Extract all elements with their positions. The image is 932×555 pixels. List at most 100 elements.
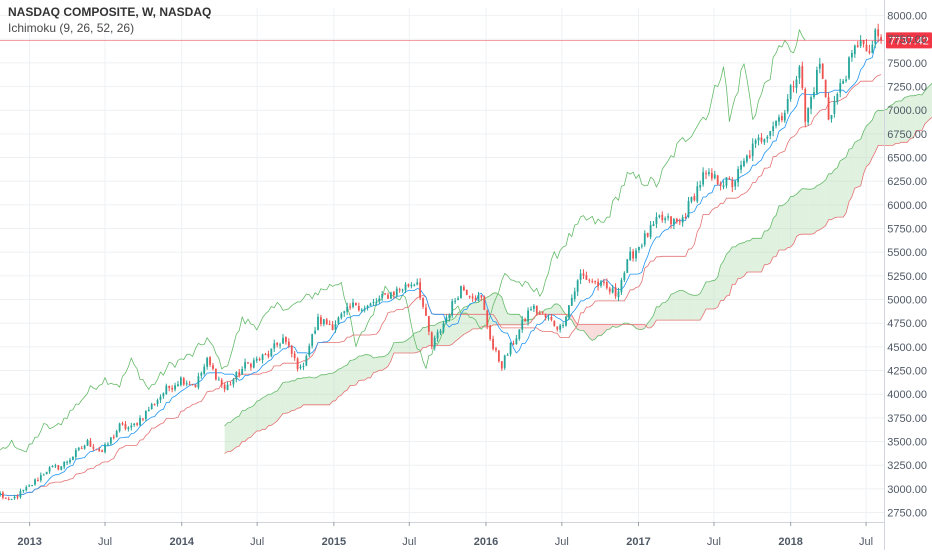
cloud-segment xyxy=(749,238,753,273)
candle-body xyxy=(83,445,86,449)
candle xyxy=(320,314,322,327)
candle-body xyxy=(862,39,865,45)
cloud-segment xyxy=(548,307,552,315)
candle-body xyxy=(468,295,471,297)
cloud-segment xyxy=(280,382,283,418)
candle xyxy=(194,384,197,388)
candle xyxy=(617,287,620,302)
cloud-segment xyxy=(711,280,715,309)
candle-body xyxy=(585,275,588,280)
candle xyxy=(381,291,384,302)
x-tick-label: 2017 xyxy=(626,536,650,548)
candle xyxy=(107,442,109,447)
candle xyxy=(92,443,95,452)
candle-body xyxy=(836,93,839,103)
cloud-segment xyxy=(720,261,724,301)
candle xyxy=(174,382,176,392)
cloud-segment xyxy=(685,291,689,321)
candle-body xyxy=(740,164,742,170)
candle-body xyxy=(629,251,632,261)
candle xyxy=(638,246,640,254)
candle-body xyxy=(346,306,349,312)
candle-body xyxy=(527,310,529,322)
candle-body xyxy=(162,393,165,397)
candle xyxy=(384,293,387,295)
candle xyxy=(305,354,308,367)
y-tick-label: 3750.00 xyxy=(887,413,927,425)
cloud-segment xyxy=(589,324,593,341)
candle-body xyxy=(471,296,474,299)
candle xyxy=(605,278,608,290)
candle-body xyxy=(594,281,597,283)
candle-body xyxy=(31,485,33,487)
candle xyxy=(48,466,51,474)
candle xyxy=(191,384,194,386)
candle-body xyxy=(827,97,830,120)
candle xyxy=(477,291,480,302)
candle-body xyxy=(462,286,465,291)
candle xyxy=(232,377,235,388)
cloud-segment xyxy=(323,374,327,405)
y-tick-label: 4000.00 xyxy=(887,389,927,401)
candle xyxy=(824,79,827,98)
cloud-segment xyxy=(560,305,564,315)
candle-body xyxy=(614,287,617,297)
candle xyxy=(366,304,369,311)
cloud-segment xyxy=(373,357,377,373)
candle xyxy=(249,362,252,371)
candle-body xyxy=(209,357,211,365)
candle-body xyxy=(880,37,882,41)
candle xyxy=(565,316,567,327)
candle-body xyxy=(483,296,486,310)
candle xyxy=(226,381,229,391)
candle-body xyxy=(620,280,623,293)
cloud-segment xyxy=(787,196,791,248)
candle-body xyxy=(565,316,567,326)
cloud-segment xyxy=(840,159,844,218)
candle-body xyxy=(410,284,413,287)
candle xyxy=(89,438,92,447)
candle xyxy=(597,278,599,291)
candle xyxy=(512,340,515,346)
cloud-segment xyxy=(364,354,368,381)
candle xyxy=(162,392,165,399)
candle xyxy=(740,160,742,174)
candle-body xyxy=(57,465,60,470)
cloud-segment xyxy=(889,104,893,146)
y-tick-label: 4250.00 xyxy=(887,366,927,378)
candle xyxy=(454,298,457,304)
candle-body xyxy=(372,301,375,303)
candle-body xyxy=(693,196,696,201)
candle-body xyxy=(422,297,424,307)
candle xyxy=(159,394,162,404)
candle xyxy=(285,336,287,345)
candle xyxy=(763,138,766,145)
cloud-segment xyxy=(353,358,356,386)
candle xyxy=(144,410,147,422)
cloud-segment xyxy=(417,331,421,353)
candle xyxy=(436,329,439,342)
candle-body xyxy=(360,309,363,311)
candle xyxy=(331,321,334,331)
candle xyxy=(325,317,328,325)
candle-body xyxy=(839,83,842,93)
candle xyxy=(675,217,678,224)
candle-body xyxy=(212,365,214,369)
candle-body xyxy=(807,107,810,123)
cloud-segment xyxy=(277,386,281,421)
candle-body xyxy=(194,384,197,388)
candle-body xyxy=(813,92,815,98)
candle-body xyxy=(658,215,661,217)
candle xyxy=(337,316,340,326)
cloud-segment xyxy=(402,341,406,353)
cloud-segment xyxy=(449,319,453,346)
candle-body xyxy=(760,137,763,142)
candle-body xyxy=(214,368,217,380)
candle xyxy=(678,218,681,226)
cloud-segment xyxy=(236,416,240,448)
cloud-segment xyxy=(819,182,823,230)
candle-body xyxy=(390,292,392,299)
candle-body xyxy=(124,423,127,429)
